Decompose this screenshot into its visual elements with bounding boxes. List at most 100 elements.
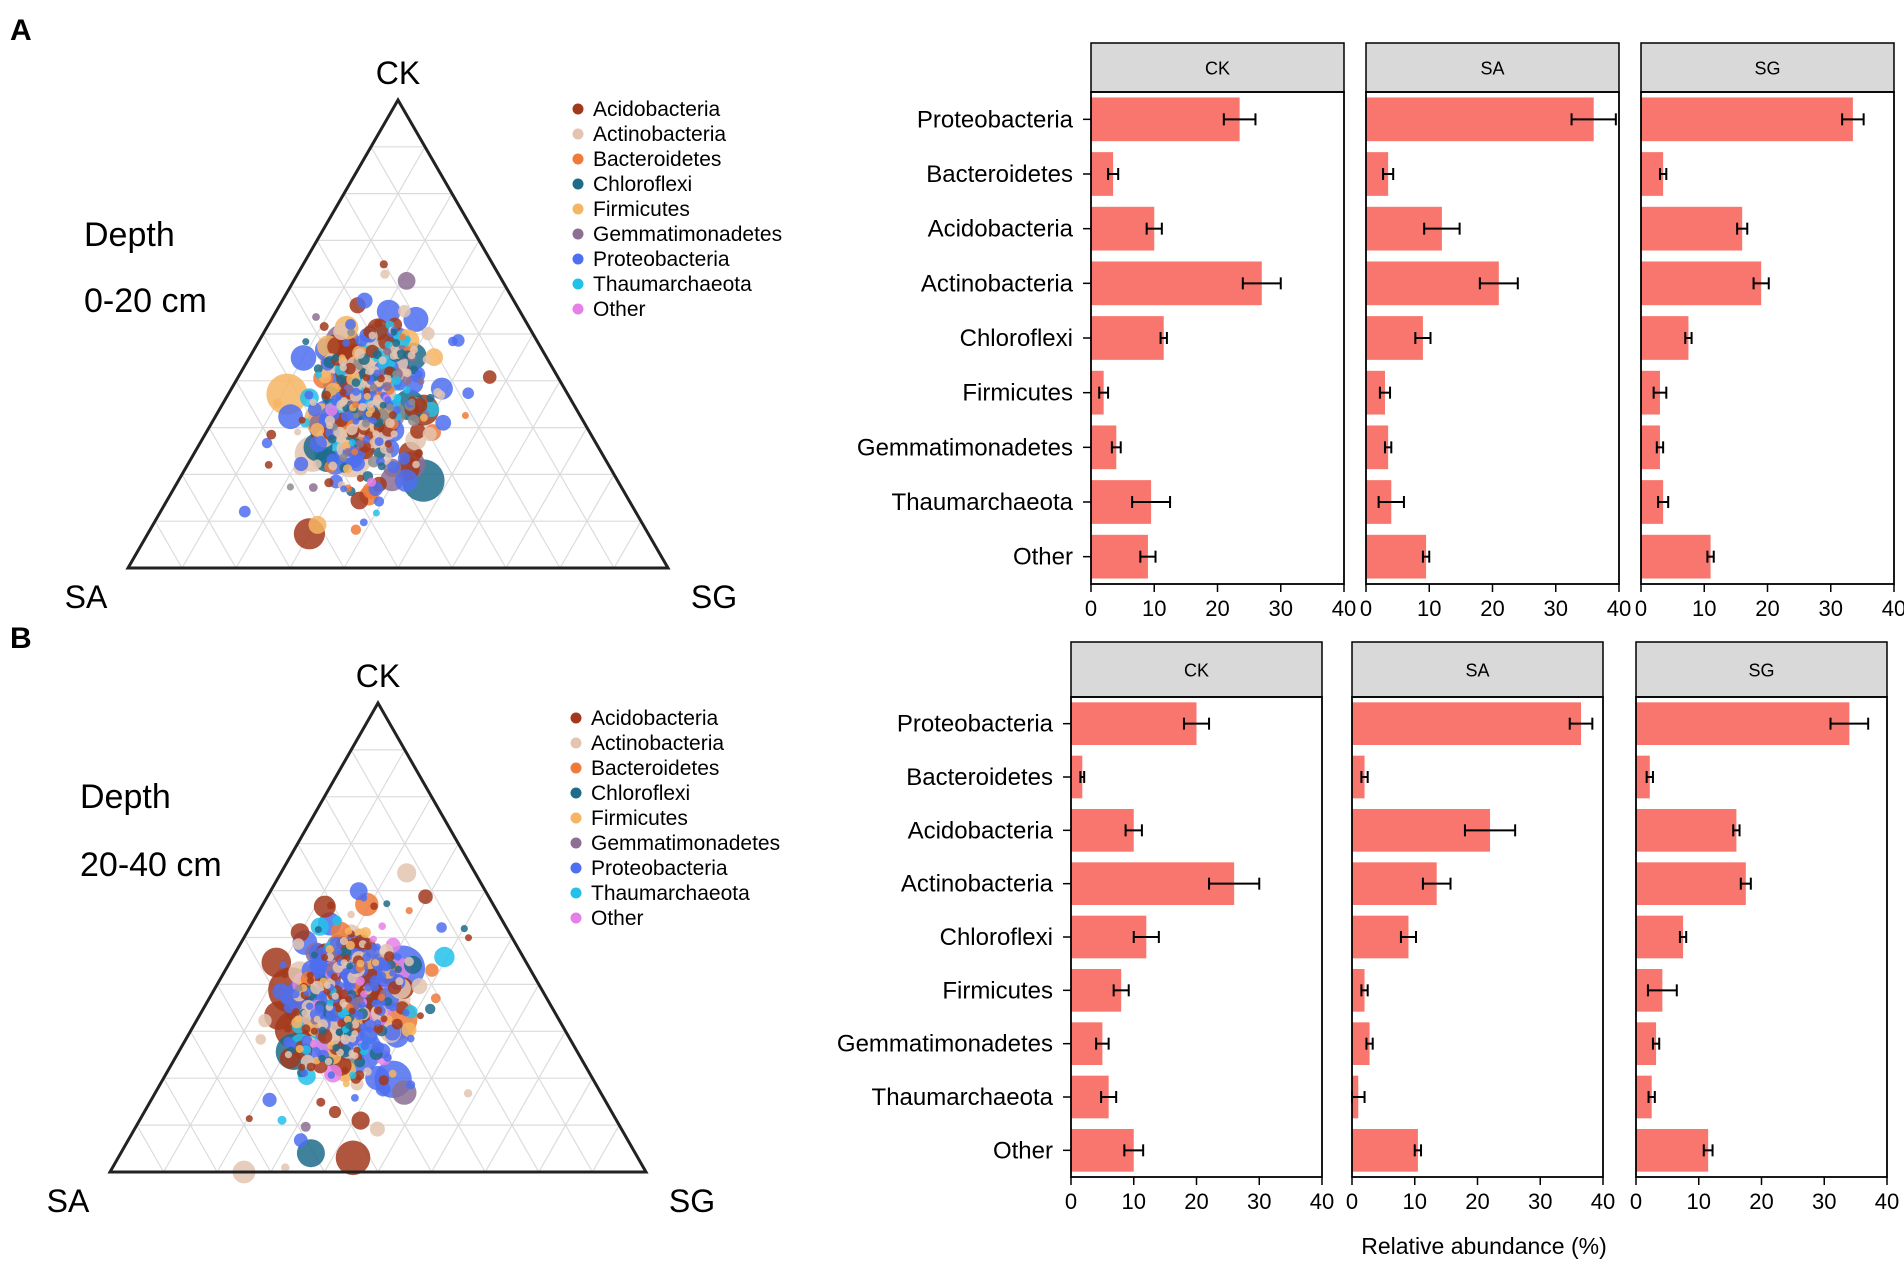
point-actinobacteria: [407, 351, 416, 360]
point-firmicutes: [401, 1022, 417, 1038]
ternary-grid-line: [189, 1031, 272, 1173]
bar: [1641, 152, 1664, 196]
bar: [1641, 370, 1660, 415]
ternary-grid-line: [350, 749, 593, 1173]
point-actinobacteria: [258, 1013, 272, 1028]
point-acidobacteria: [313, 895, 336, 918]
point-actinobacteria: [404, 956, 414, 967]
point-actinobacteria: [422, 355, 431, 364]
point-actinobacteria: [340, 1034, 351, 1045]
point-chloroflexi: [394, 965, 402, 974]
point-actinobacteria: [323, 982, 331, 989]
vertex-label-sg: SG: [669, 1183, 715, 1219]
facet-label-ck: CK: [1184, 661, 1209, 681]
point-proteobacteria: [397, 452, 411, 465]
point-firmicutes: [310, 423, 325, 437]
ternary-grid-line: [484, 1031, 567, 1173]
x-tick-label: 0: [1085, 596, 1097, 621]
legend-marker-chloroflexi: [572, 178, 584, 190]
point-acidobacteria: [316, 1097, 326, 1107]
legend-label-gemmatimonadetes: Gemmatimonadetes: [591, 832, 780, 855]
category-label: Chloroflexi: [960, 325, 1073, 352]
depth-value: 20-40 cm: [80, 846, 222, 884]
x-tick-label: 40: [1591, 1189, 1615, 1214]
point-gemmatimonadetes: [300, 1121, 311, 1132]
point-actinobacteria: [292, 938, 305, 950]
bar: [1071, 809, 1134, 852]
point-bacteroidetes: [350, 524, 362, 535]
point-proteobacteria: [394, 953, 402, 961]
point-proteobacteria: [371, 1041, 385, 1054]
facet-label-sg: SG: [1748, 661, 1774, 681]
point-gemmatimonadetes: [312, 313, 320, 321]
point-chloroflexi: [383, 900, 391, 908]
point-proteobacteria: [394, 469, 418, 492]
point-actinobacteria: [372, 430, 380, 438]
point-chloroflexi: [335, 1028, 343, 1036]
point-proteobacteria: [307, 402, 322, 417]
point-acidobacteria: [384, 440, 392, 448]
legend-marker-other: [570, 912, 582, 924]
point-actinobacteria: [369, 1121, 385, 1137]
x-tick-label: 40: [1882, 596, 1904, 621]
point-acidobacteria: [465, 934, 472, 942]
bar: [1071, 862, 1235, 905]
point-proteobacteria: [407, 1034, 415, 1043]
point-unassigned: [361, 419, 370, 428]
point-thaumarchaeota: [349, 1071, 357, 1080]
point-proteobacteria: [448, 336, 458, 347]
point-actinobacteria: [402, 368, 412, 378]
point-firmicutes: [294, 1015, 302, 1023]
facet-label-sa: SA: [1480, 59, 1504, 79]
point-chloroflexi: [336, 374, 347, 385]
point-chloroflexi: [327, 434, 337, 444]
point-acidobacteria: [245, 1115, 253, 1123]
point-chloroflexi: [346, 962, 354, 970]
point-proteobacteria: [362, 435, 371, 444]
point-chloroflexi: [314, 926, 322, 934]
x-tick-label: 10: [1142, 596, 1166, 621]
x-tick-label: 0: [1635, 596, 1647, 621]
bar: [1636, 1022, 1657, 1065]
point-acidobacteria: [290, 923, 310, 942]
point-unassigned: [408, 398, 416, 406]
x-axis-title: Relative abundance (%): [1361, 1233, 1606, 1259]
legend-marker-acidobacteria: [570, 712, 582, 724]
point-thaumarchaeota: [348, 439, 356, 447]
point-unassigned: [286, 483, 294, 491]
category-label: Other: [993, 1137, 1053, 1164]
point-proteobacteria: [272, 983, 290, 1000]
facet-label-sg: SG: [1754, 59, 1780, 79]
point-actinobacteria: [347, 910, 355, 919]
point-proteobacteria: [414, 370, 423, 379]
point-thaumarchaeota: [372, 509, 380, 517]
point-chloroflexi: [318, 1054, 326, 1062]
point-other: [360, 990, 368, 998]
legend-label-chloroflexi: Chloroflexi: [593, 173, 692, 196]
point-acidobacteria: [356, 474, 364, 482]
ternary-grid-line: [343, 193, 561, 569]
point-acidobacteria: [374, 319, 383, 328]
category-label: Proteobacteria: [917, 106, 1074, 133]
point-firmicutes: [341, 1074, 349, 1082]
point-proteobacteria: [374, 437, 384, 447]
point-proteobacteria: [311, 963, 326, 979]
bar: [1641, 480, 1664, 524]
point-firmicutes: [420, 413, 428, 422]
point-acidobacteria: [373, 1006, 383, 1015]
point-actinobacteria: [422, 427, 437, 442]
point-actinobacteria: [255, 1034, 266, 1045]
point-proteobacteria: [371, 999, 380, 1008]
point-bacteroidetes: [425, 963, 439, 977]
point-acidobacteria: [298, 416, 306, 424]
x-tick-label: 20: [1184, 1189, 1208, 1214]
bar: [1366, 97, 1594, 142]
point-proteobacteria: [359, 518, 368, 527]
point-acidobacteria: [307, 977, 314, 985]
point-bacteroidetes: [430, 993, 441, 1004]
legend-label-gemmatimonadetes: Gemmatimonadetes: [593, 223, 782, 246]
point-proteobacteria: [383, 963, 392, 971]
point-proteobacteria: [306, 1002, 314, 1010]
point-proteobacteria: [373, 496, 385, 507]
bar: [1366, 261, 1499, 306]
